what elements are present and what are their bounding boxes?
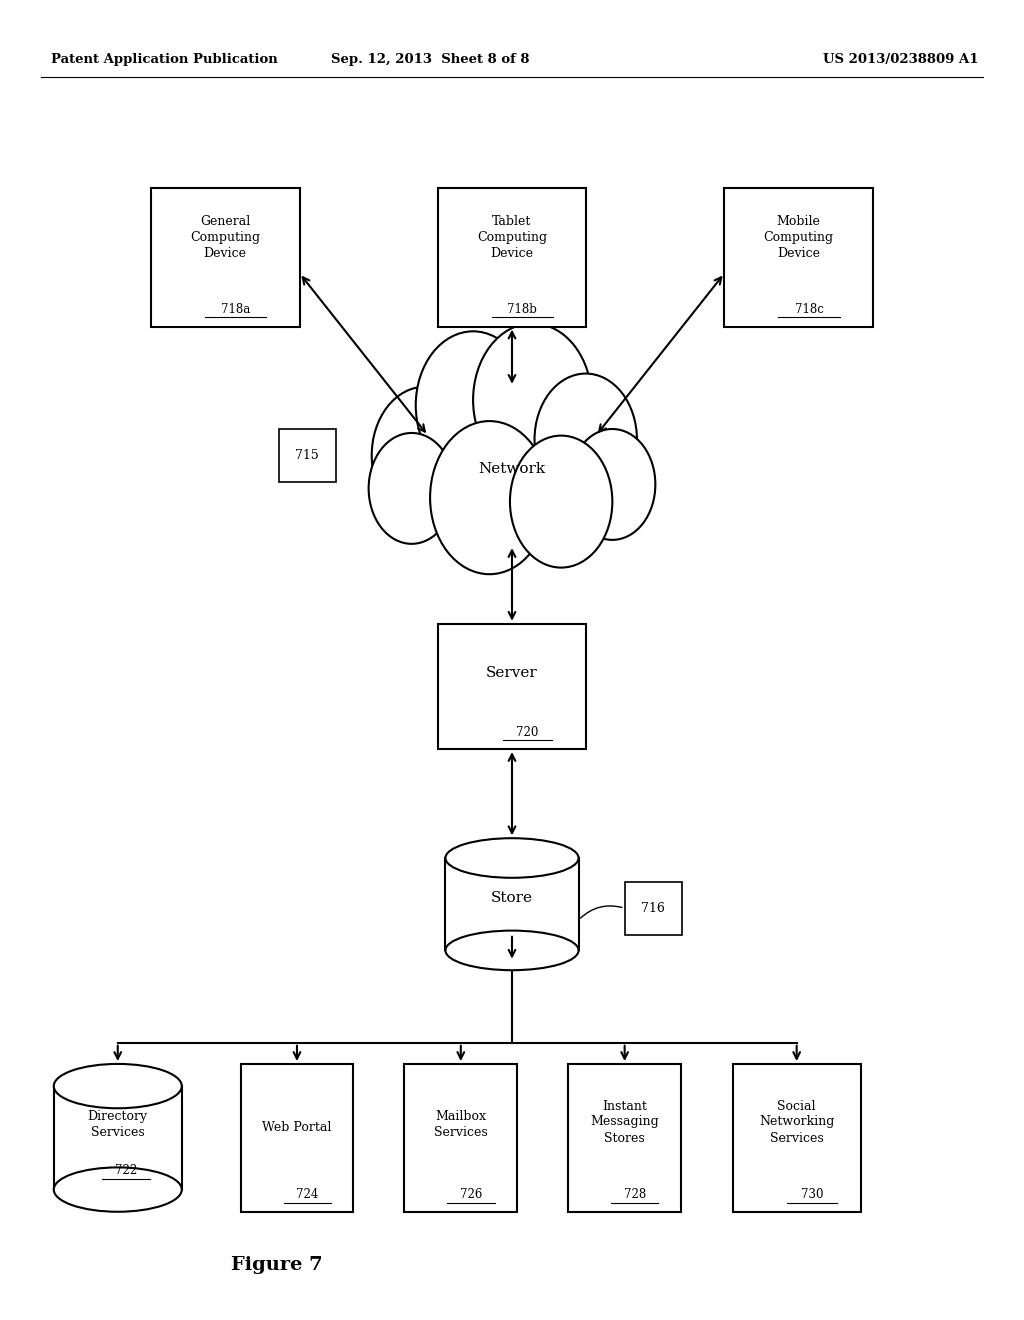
Text: Directory
Services: Directory Services [88, 1110, 147, 1139]
Text: US 2013/0238809 A1: US 2013/0238809 A1 [823, 53, 979, 66]
Text: 722: 722 [115, 1164, 137, 1177]
Text: Mobile
Computing
Device: Mobile Computing Device [764, 215, 834, 260]
Ellipse shape [445, 931, 579, 970]
Text: Social
Networking
Services: Social Networking Services [759, 1100, 835, 1144]
FancyBboxPatch shape [241, 1064, 353, 1212]
FancyBboxPatch shape [152, 187, 299, 326]
Text: 718b: 718b [507, 304, 538, 315]
Text: 720: 720 [516, 726, 539, 739]
Text: General
Computing
Device: General Computing Device [190, 215, 260, 260]
Ellipse shape [54, 1167, 182, 1212]
Polygon shape [445, 858, 579, 950]
Text: Web Portal: Web Portal [262, 1121, 332, 1134]
Text: 730: 730 [801, 1188, 823, 1201]
FancyBboxPatch shape [279, 429, 336, 482]
FancyBboxPatch shape [733, 1064, 860, 1212]
Text: 718c: 718c [795, 304, 823, 315]
Circle shape [430, 421, 549, 574]
Text: 726: 726 [460, 1188, 482, 1201]
FancyBboxPatch shape [438, 624, 586, 750]
Text: Sep. 12, 2013  Sheet 8 of 8: Sep. 12, 2013 Sheet 8 of 8 [331, 53, 529, 66]
Text: Mailbox
Services: Mailbox Services [434, 1110, 487, 1139]
Ellipse shape [54, 1064, 182, 1109]
Text: 728: 728 [624, 1188, 646, 1201]
Polygon shape [54, 1086, 182, 1189]
Text: 715: 715 [295, 449, 319, 462]
Text: Instant
Messaging
Stores: Instant Messaging Stores [590, 1100, 659, 1144]
Text: Network: Network [478, 462, 546, 475]
Circle shape [473, 323, 592, 477]
Text: 724: 724 [296, 1188, 318, 1201]
Circle shape [510, 436, 612, 568]
FancyBboxPatch shape [404, 1064, 517, 1212]
FancyBboxPatch shape [568, 1064, 681, 1212]
Text: Server: Server [486, 667, 538, 680]
FancyBboxPatch shape [438, 187, 586, 326]
Text: Figure 7: Figure 7 [230, 1255, 323, 1274]
Text: Tablet
Computing
Device: Tablet Computing Device [477, 215, 547, 260]
FancyBboxPatch shape [725, 187, 872, 326]
FancyBboxPatch shape [625, 882, 682, 935]
Text: 716: 716 [641, 902, 666, 915]
Circle shape [372, 387, 478, 524]
Circle shape [535, 374, 637, 506]
Circle shape [369, 433, 455, 544]
Text: 718a: 718a [221, 304, 250, 315]
Text: Patent Application Publication: Patent Application Publication [51, 53, 278, 66]
Circle shape [416, 331, 530, 479]
Circle shape [569, 429, 655, 540]
Ellipse shape [445, 838, 579, 878]
Text: Store: Store [490, 891, 534, 904]
